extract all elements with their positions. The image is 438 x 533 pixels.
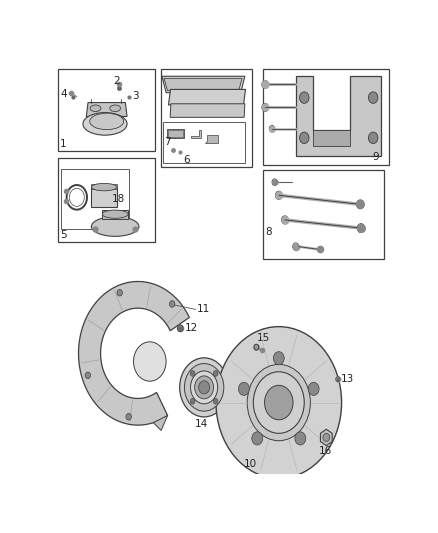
Circle shape (170, 301, 175, 307)
Circle shape (300, 132, 309, 143)
Circle shape (252, 432, 263, 445)
Text: 2: 2 (113, 76, 120, 86)
Ellipse shape (90, 113, 124, 130)
Circle shape (368, 132, 378, 143)
Text: 7: 7 (164, 137, 171, 147)
Bar (167, 129, 184, 138)
Text: 11: 11 (197, 304, 210, 314)
Circle shape (194, 376, 214, 399)
Circle shape (199, 381, 209, 394)
Circle shape (190, 370, 195, 376)
Polygon shape (321, 429, 332, 446)
Ellipse shape (92, 216, 139, 236)
Polygon shape (162, 76, 245, 93)
Circle shape (247, 365, 311, 441)
Circle shape (253, 372, 304, 433)
Polygon shape (313, 130, 350, 146)
Bar (161, 69, 251, 166)
Text: 3: 3 (132, 91, 139, 101)
Text: 14: 14 (195, 419, 208, 430)
Polygon shape (78, 281, 189, 425)
Circle shape (368, 92, 378, 103)
Bar (102, 210, 128, 219)
Circle shape (323, 433, 330, 441)
Bar (61, 169, 129, 229)
Text: 5: 5 (60, 230, 67, 240)
Circle shape (213, 399, 218, 404)
Text: 8: 8 (265, 227, 272, 237)
Circle shape (85, 372, 91, 378)
Circle shape (134, 342, 166, 381)
Text: 12: 12 (184, 323, 198, 333)
Polygon shape (170, 104, 245, 117)
Circle shape (308, 382, 319, 395)
Bar (263, 170, 384, 260)
Circle shape (265, 385, 293, 420)
Text: 10: 10 (244, 459, 257, 469)
Ellipse shape (83, 112, 127, 135)
Bar (58, 158, 155, 243)
Circle shape (190, 399, 195, 404)
Text: 6: 6 (183, 155, 190, 165)
Circle shape (300, 92, 309, 103)
Circle shape (184, 364, 224, 411)
Polygon shape (205, 134, 218, 143)
Circle shape (117, 289, 122, 296)
Ellipse shape (92, 183, 117, 191)
Text: 16: 16 (318, 447, 332, 456)
Bar (92, 184, 117, 189)
Polygon shape (153, 416, 168, 431)
Polygon shape (191, 131, 201, 138)
Text: 1: 1 (60, 139, 67, 149)
Circle shape (216, 327, 342, 479)
Circle shape (238, 382, 249, 395)
Text: 9: 9 (372, 152, 379, 163)
Bar (92, 187, 117, 207)
Polygon shape (169, 90, 246, 105)
Ellipse shape (90, 105, 101, 111)
Circle shape (126, 414, 131, 420)
Polygon shape (296, 76, 381, 156)
Circle shape (295, 432, 306, 445)
Ellipse shape (110, 105, 120, 111)
Text: 18: 18 (112, 195, 125, 204)
Polygon shape (164, 78, 242, 91)
Circle shape (213, 370, 218, 376)
Bar (263, 69, 389, 165)
Circle shape (273, 352, 284, 365)
Circle shape (191, 371, 218, 404)
Bar (58, 69, 155, 151)
Text: 4: 4 (60, 88, 67, 99)
Circle shape (180, 358, 229, 417)
Bar (168, 130, 183, 136)
Bar (163, 122, 245, 163)
Ellipse shape (102, 210, 128, 219)
Text: 13: 13 (341, 374, 354, 384)
Text: 15: 15 (257, 333, 270, 343)
Polygon shape (86, 102, 127, 117)
